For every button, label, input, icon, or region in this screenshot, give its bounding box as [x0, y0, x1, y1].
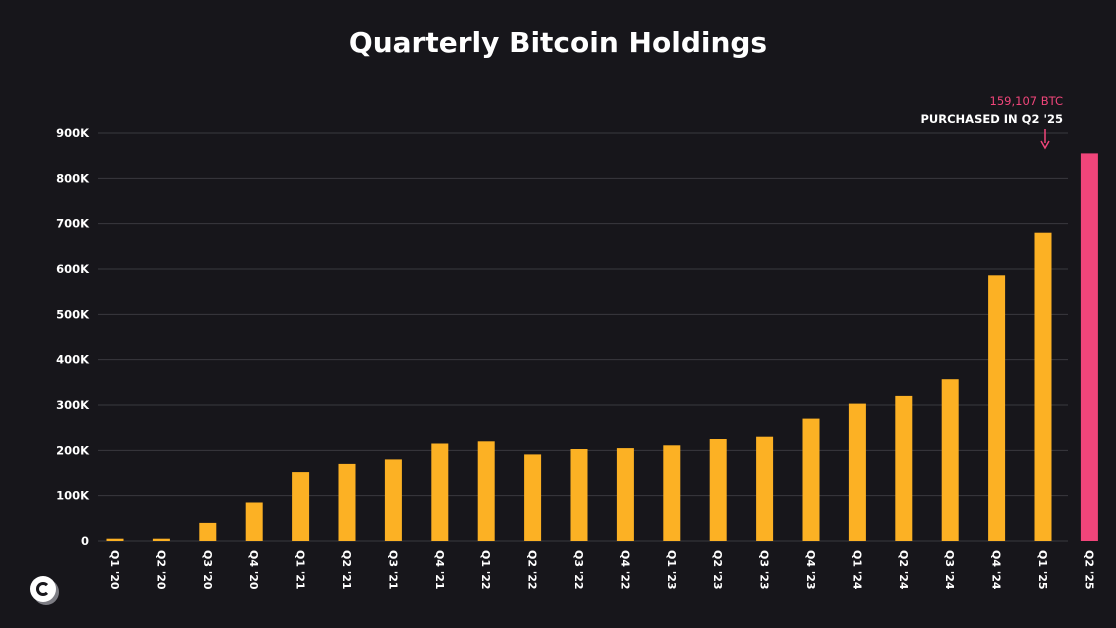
- y-tick-label: 600K: [56, 262, 90, 276]
- bar: [570, 449, 588, 541]
- x-tick-label: Q1 '21: [294, 550, 307, 590]
- y-tick-label: 200K: [56, 443, 90, 457]
- x-tick-label: Q1 '23: [665, 550, 678, 590]
- x-tick-label: Q2 '24: [897, 550, 910, 590]
- bar: [802, 418, 820, 541]
- annotation-arrow-head: [1040, 140, 1050, 150]
- y-tick-label: 500K: [56, 307, 90, 321]
- x-tick-label: Q4 '22: [618, 550, 631, 590]
- chart-title: Quarterly Bitcoin Holdings: [349, 26, 767, 59]
- y-tick-label: 0: [81, 534, 89, 548]
- x-tick-label: Q3 '23: [758, 550, 771, 590]
- x-tick-label: Q2 '22: [526, 550, 539, 590]
- bar: [524, 454, 542, 541]
- x-tick-label: Q2 '21: [340, 550, 353, 590]
- y-tick-label: 800K: [56, 171, 90, 185]
- y-tick-label: 300K: [56, 398, 90, 412]
- x-tick-label: Q3 '20: [201, 550, 214, 590]
- bar: [292, 472, 310, 541]
- y-tick-label: 100K: [56, 489, 90, 503]
- x-tick-label: Q2 '23: [711, 550, 724, 590]
- x-tick-label: Q4 '23: [804, 550, 817, 590]
- bar: [756, 436, 774, 541]
- x-tick-label: Q3 '21: [386, 550, 399, 590]
- bar: [848, 403, 866, 541]
- bar: [152, 538, 170, 541]
- bar: [199, 522, 217, 541]
- x-tick-label: Q1 '20: [108, 550, 121, 590]
- x-tick-label: Q4 '21: [433, 550, 446, 590]
- bar-highlight: [1080, 153, 1098, 541]
- c-circle-logo-icon: [30, 576, 56, 602]
- bar: [988, 275, 1006, 541]
- x-tick-label: Q4 '20: [247, 550, 260, 590]
- x-tick-label: Q4 '24: [990, 550, 1003, 590]
- bars: [106, 153, 1098, 541]
- bar: [709, 439, 727, 541]
- bar: [245, 502, 263, 541]
- x-tick-label: Q2 '20: [154, 550, 167, 590]
- x-axis-tick-labels: Q1 '20 Q2 '20 Q3 '20 Q4 '20 Q1 '21 Q2 '21 Q3 '…: [108, 550, 1095, 590]
- bar: [895, 395, 913, 541]
- x-tick-label: Q2 '25: [1082, 550, 1095, 590]
- x-tick-label: Q3 '22: [572, 550, 585, 590]
- bar: [384, 459, 402, 541]
- gridlines: [98, 132, 1068, 542]
- x-tick-label: Q1 '24: [850, 550, 863, 590]
- bar: [477, 441, 495, 541]
- y-tick-label: 400K: [56, 353, 90, 367]
- bar: [616, 448, 634, 541]
- bar: [663, 445, 681, 541]
- purchase-annotation: 159,107 BTC PURCHASED IN Q2 '25: [921, 94, 1064, 150]
- bar: [106, 538, 124, 541]
- y-axis-tick-labels: 0 100K 200K 300K 400K 500K 600K 700K 800K 900K: [56, 126, 90, 548]
- x-tick-label: Q1 '22: [479, 550, 492, 590]
- bar: [431, 443, 449, 541]
- bar: [1034, 232, 1052, 541]
- bar: [338, 463, 356, 541]
- annotation-text-label: PURCHASED IN Q2 '25: [921, 112, 1064, 126]
- annotation-value-label: 159,107 BTC: [990, 94, 1063, 108]
- bar: [941, 379, 959, 541]
- y-tick-label: 900K: [56, 126, 90, 140]
- x-tick-label: Q1 '25: [1036, 550, 1049, 590]
- x-tick-label: Q3 '24: [943, 550, 956, 590]
- y-tick-label: 700K: [56, 217, 90, 231]
